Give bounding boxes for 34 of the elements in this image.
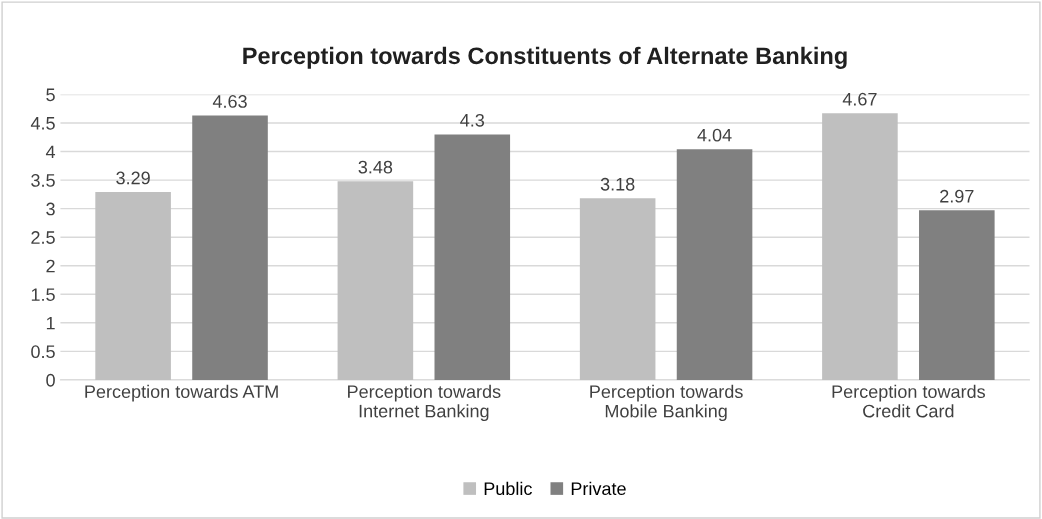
data-label: 4.63 xyxy=(212,95,247,108)
legend-label: Public xyxy=(484,481,532,496)
data-label: 4.67 xyxy=(842,92,877,106)
y-tick-label: 2.5 xyxy=(31,231,55,244)
chart-title: Perception towards Constituents of Alternate Banking xyxy=(243,46,847,69)
bar xyxy=(579,198,656,380)
y-tick-label: 5 xyxy=(46,88,55,102)
data-label: 4.3 xyxy=(460,113,485,127)
y-tick-label: 3.5 xyxy=(31,174,55,187)
bar xyxy=(822,113,898,380)
bar xyxy=(192,115,268,380)
data-label: 3.29 xyxy=(116,171,150,185)
bar xyxy=(434,134,511,380)
data-label: 3.18 xyxy=(600,177,635,191)
bar xyxy=(676,149,753,380)
y-tick-label: 0 xyxy=(46,373,55,387)
x-tick-label: Perception towards Internet Banking xyxy=(348,384,501,422)
bar xyxy=(95,192,171,380)
bar xyxy=(919,210,995,380)
x-tick-label: Perception towards Credit Card xyxy=(832,384,985,418)
x-tick-label: Perception towards Mobile Banking xyxy=(590,384,743,422)
y-tick-label: 4.5 xyxy=(30,117,55,130)
y-tick-label: 1 xyxy=(46,316,55,330)
y-tick-label: 0.5 xyxy=(31,345,55,359)
bar xyxy=(337,181,414,380)
y-tick-label: 1.5 xyxy=(31,288,55,301)
legend-label: Private xyxy=(571,481,626,496)
y-tick-label: 4 xyxy=(45,145,56,159)
x-tick-label: Perception towards ATM xyxy=(85,384,278,402)
data-label: 4.04 xyxy=(697,128,732,142)
y-tick-label: 3 xyxy=(46,202,55,216)
data-label: 3.48 xyxy=(358,160,393,174)
y-tick-label: 2 xyxy=(46,259,55,273)
data-label: 2.97 xyxy=(940,189,974,203)
